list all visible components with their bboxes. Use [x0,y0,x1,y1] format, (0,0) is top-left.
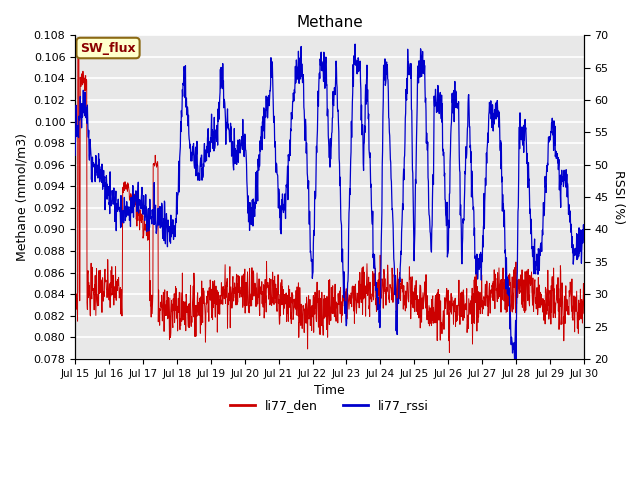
Legend: li77_den, li77_rssi: li77_den, li77_rssi [225,395,434,418]
Y-axis label: RSSI (%): RSSI (%) [612,170,625,224]
Y-axis label: Methane (mmol/m3): Methane (mmol/m3) [15,133,28,261]
X-axis label: Time: Time [314,384,345,397]
Text: SW_flux: SW_flux [80,41,136,55]
Title: Methane: Methane [296,15,363,30]
